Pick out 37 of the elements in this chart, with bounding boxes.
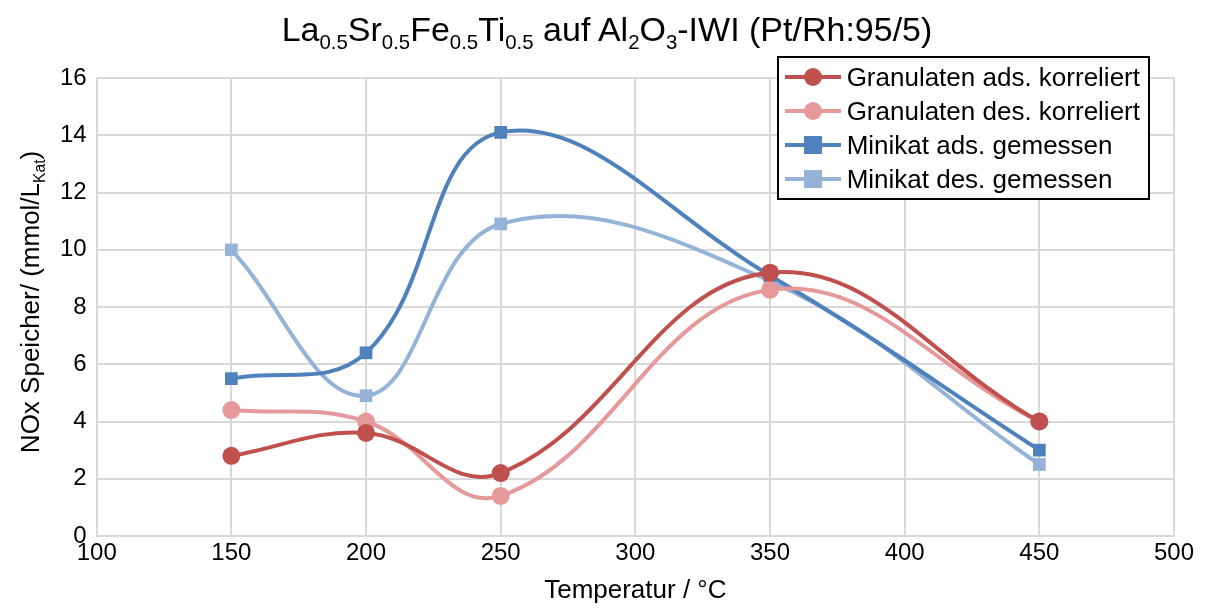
point: [224, 243, 238, 257]
point: [1032, 443, 1046, 457]
legend-label: Granulaten ads. korreliert: [846, 61, 1140, 93]
legend-label: Granulaten des. korreliert: [846, 95, 1140, 127]
point: [761, 280, 780, 299]
point: [491, 486, 510, 505]
point: [224, 372, 238, 385]
point: [491, 464, 510, 483]
point: [761, 263, 780, 282]
point: [357, 423, 376, 442]
x-tick-label: 300: [615, 538, 656, 566]
point: [222, 446, 241, 465]
x-tick-label: 350: [749, 538, 791, 566]
x-tick-label: 400: [884, 538, 925, 566]
legend-label: Minikat des. gemessen: [846, 163, 1113, 195]
point: [494, 217, 508, 231]
y-tick-label: 8: [73, 291, 87, 319]
point: [359, 346, 373, 360]
y-tick-label: 2: [73, 463, 87, 491]
y-tick-label: 16: [59, 62, 87, 90]
x-tick-label: 450: [1019, 538, 1060, 566]
y-tick-label: 14: [59, 119, 87, 147]
x-tick-label: 200: [346, 538, 387, 566]
y-tick-label: 10: [59, 234, 87, 262]
legend-label: Minikat ads. gemessen: [846, 129, 1113, 161]
x-tick-label: 250: [480, 538, 521, 566]
x-axis-title: Temperatur / °C: [544, 573, 727, 604]
point: [1032, 458, 1046, 471]
y-tick-label: 6: [73, 348, 87, 376]
x-tick-label: 500: [1153, 538, 1195, 566]
point: [359, 389, 373, 403]
y-tick-label: 12: [59, 177, 87, 205]
x-tick-label: 150: [211, 538, 252, 566]
y-tick-label: 4: [73, 406, 87, 434]
point: [494, 126, 508, 139]
point: [222, 401, 241, 420]
chart-title: La$_{0.5}$Sr$_{0.5}$Fe$_{0.5}$Ti$_{0.5}$ auf Al$_{2}$O$_{3}$-IWI (Pt/Rh:95/5): [281, 10, 933, 53]
